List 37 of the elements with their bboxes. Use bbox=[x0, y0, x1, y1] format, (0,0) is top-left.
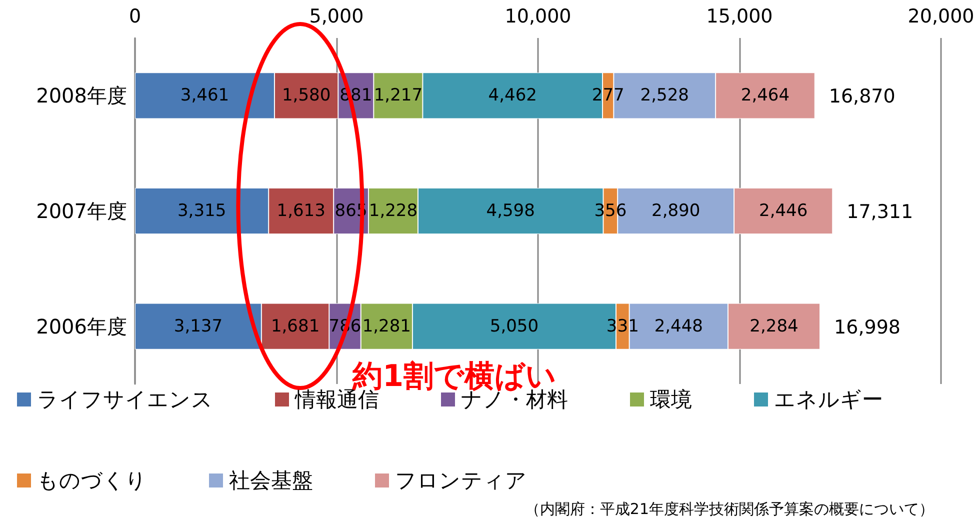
x-tick-label: 5,000 bbox=[309, 6, 364, 28]
data-label: 3,137 bbox=[174, 316, 223, 336]
legend-label: 環境 bbox=[650, 388, 692, 412]
data-label: 5,050 bbox=[490, 316, 539, 336]
data-label: 2,528 bbox=[640, 86, 689, 106]
data-label: 1,580 bbox=[282, 86, 331, 106]
x-tick-label: 15,000 bbox=[706, 6, 773, 28]
data-label: 2,284 bbox=[750, 316, 798, 336]
data-label: 2,890 bbox=[651, 201, 700, 221]
data-label: 3,461 bbox=[180, 86, 230, 106]
data-label: 2,464 bbox=[740, 86, 790, 106]
data-label: 2,448 bbox=[654, 316, 703, 336]
data-label: 4,598 bbox=[486, 201, 535, 221]
total-label: 16,870 bbox=[828, 86, 896, 108]
y-tick-label: 2006年度 bbox=[36, 314, 127, 338]
data-label: 1,613 bbox=[276, 201, 326, 221]
text: （内閣府：平成21年度科学技術関係予算案の概要について） bbox=[524, 500, 934, 519]
y-tick-label: 2008年度 bbox=[36, 84, 127, 108]
legend-label: 社会基盤 bbox=[229, 468, 313, 492]
data-label: 4,462 bbox=[488, 86, 537, 106]
x-tick-label: 0 bbox=[128, 6, 142, 28]
data-label: 1,228 bbox=[368, 201, 418, 221]
legend-label: フロンティア bbox=[395, 468, 527, 492]
data-label: 1,681 bbox=[270, 316, 320, 336]
data-label: 2,446 bbox=[759, 201, 808, 221]
x-tick-label: 10,000 bbox=[504, 6, 572, 28]
legend-label: ライフサイエンス bbox=[37, 388, 213, 412]
data-label: 3,315 bbox=[177, 201, 226, 221]
x-tick-label: 20,000 bbox=[908, 6, 974, 28]
legend-label: エネルギー bbox=[774, 388, 883, 412]
data-label: 1,217 bbox=[374, 86, 423, 106]
y-tick-label: 2007年度 bbox=[36, 199, 127, 223]
legend-label: ものづくり bbox=[37, 468, 147, 492]
total-label: 16,998 bbox=[834, 316, 901, 338]
total-label: 17,311 bbox=[846, 201, 914, 223]
data-label: 356 bbox=[594, 201, 627, 221]
data-label: 1,281 bbox=[362, 316, 411, 336]
